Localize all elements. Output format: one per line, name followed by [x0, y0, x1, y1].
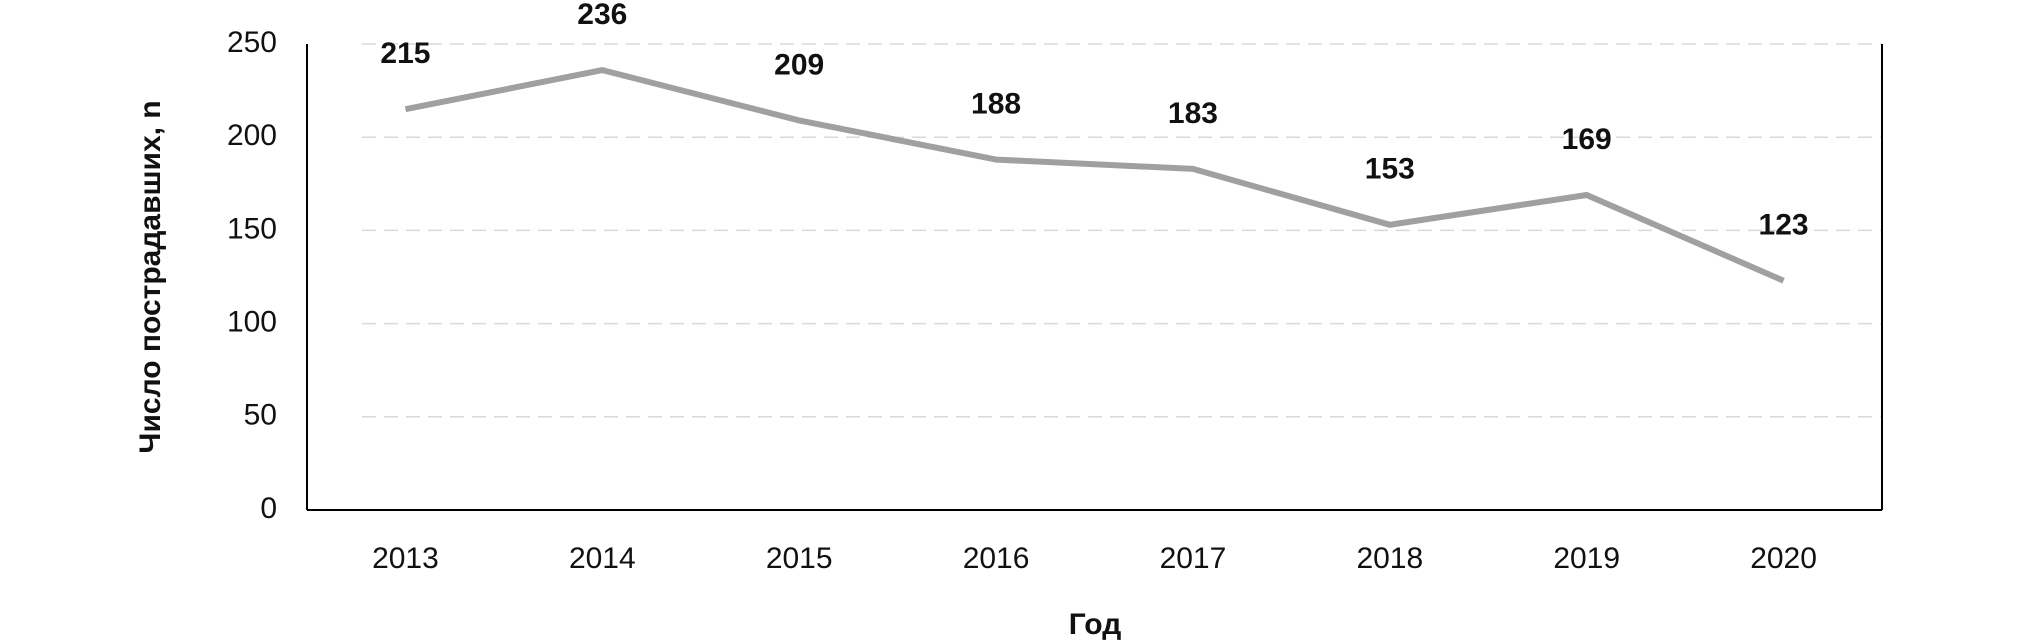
y-tick-label: 50 — [244, 399, 277, 432]
data-label: 123 — [1759, 209, 1809, 242]
y-tick-label: 0 — [260, 492, 277, 525]
line — [404, 67, 1785, 284]
x-tick-label: 2013 — [372, 542, 439, 575]
x-tick-label: 2018 — [1356, 542, 1423, 575]
x-tick-label: 2020 — [1750, 542, 1817, 575]
x-tick-label: 2014 — [569, 542, 636, 575]
x-tick-label: 2015 — [766, 542, 833, 575]
y-tick-label: 150 — [227, 212, 277, 245]
data-label: 153 — [1365, 153, 1415, 186]
data-label: 169 — [1562, 123, 1612, 156]
data-label: 236 — [577, 0, 627, 31]
x-tick-label: 2017 — [1160, 542, 1227, 575]
data-label: 209 — [774, 48, 824, 81]
data-label: 215 — [380, 37, 430, 70]
x-axis-title: Год — [1069, 608, 1122, 641]
data-label: 188 — [971, 87, 1021, 120]
y-axis-title: Число пострадавших, n — [134, 100, 167, 453]
y-tick-label: 200 — [227, 119, 277, 152]
x-tick-label: 2019 — [1553, 542, 1620, 575]
y-tick-label: 100 — [227, 306, 277, 339]
data-label: 183 — [1168, 97, 1218, 130]
y-tick-label: 250 — [227, 26, 277, 59]
x-tick-label: 2016 — [963, 542, 1030, 575]
